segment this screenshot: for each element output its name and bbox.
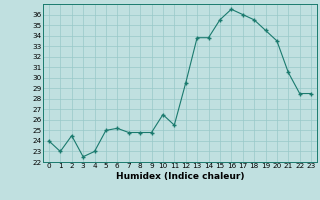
X-axis label: Humidex (Indice chaleur): Humidex (Indice chaleur): [116, 172, 244, 181]
